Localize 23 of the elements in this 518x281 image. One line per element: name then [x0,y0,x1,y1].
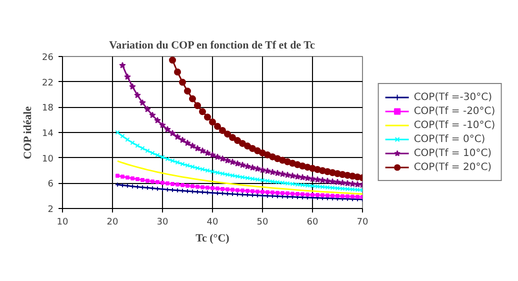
y-tick-label: 14 [42,129,54,139]
x-tick-label: 70 [356,218,368,228]
x-tick-label: 20 [106,218,118,228]
x-tick-label: 50 [256,218,268,228]
chart-title: Variation du COP en fonction de Tf et de Tc [109,40,315,52]
y-tick-label: 2 [48,205,54,215]
legend-label: COP(Tf = -20°C) [414,104,496,118]
y-axis-title: COP idéale [22,106,34,160]
x-tick-label: 30 [156,218,168,228]
y-tick-label: 10 [42,154,54,164]
legend-label: COP(Tf = 20°C) [414,160,492,174]
legend-label: COP(Tf = -10°C) [414,118,496,132]
y-tick-label: 18 [42,104,54,114]
x-axis-title: Tc (°C) [196,232,230,244]
legend-label: COP(Tf = 0°C) [414,132,486,146]
x-tick-label: 60 [306,218,318,228]
legend-label: COP(Tf =-30°C) [414,90,492,104]
y-tick-label: 22 [42,78,54,88]
legend-label: COP(Tf = 10°C) [414,146,492,160]
y-tick-label: 26 [42,53,54,63]
x-tick-label: 40 [206,218,218,228]
y-tick-label: 6 [48,180,54,190]
x-tick-label: 10 [56,218,68,228]
